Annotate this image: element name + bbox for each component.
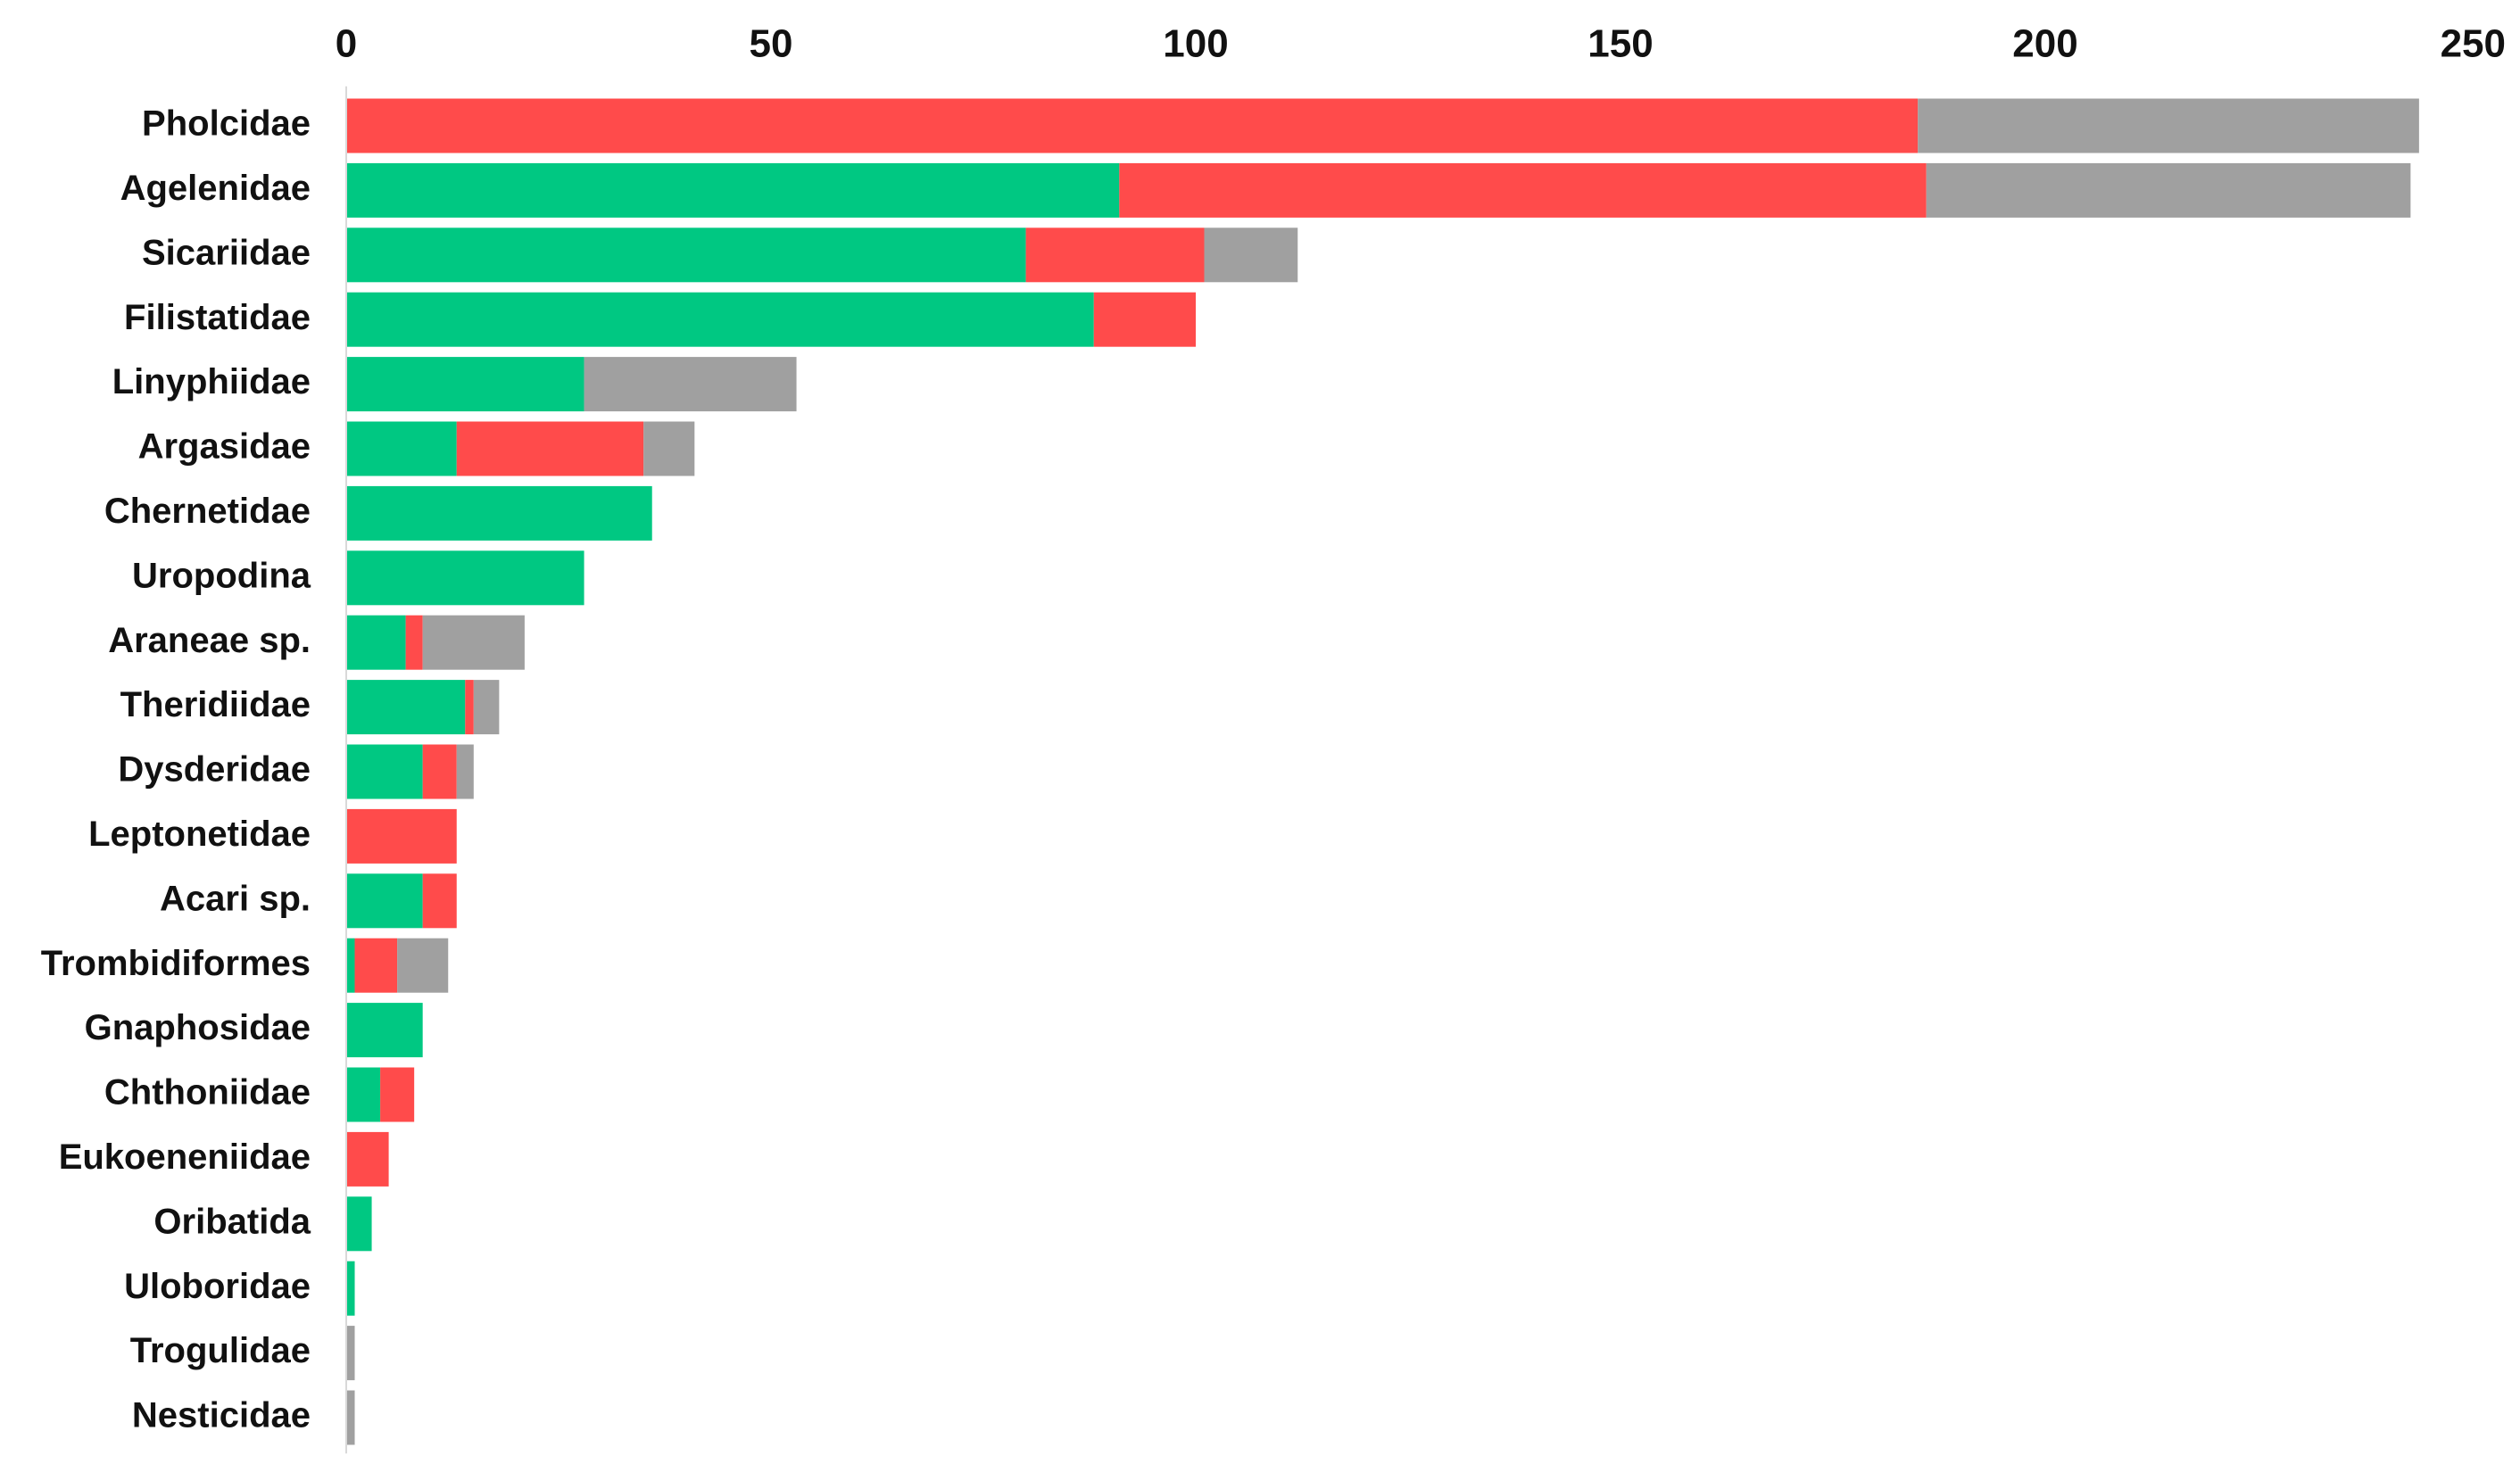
category-label: Nesticidae <box>132 1396 311 1435</box>
category-label: Agelenidae <box>120 169 311 208</box>
category-labels: Pholcidae Agelenidae Sicariidae Filistatida… <box>41 104 311 1435</box>
bar-segment <box>346 1261 355 1316</box>
bar-segment <box>346 680 466 735</box>
category-label: Leptonetidae <box>88 815 311 854</box>
bar-segment <box>346 744 423 799</box>
x-axis-ticks: 0 50 100 150 200 250 <box>336 22 2506 66</box>
bar-segment <box>346 1003 423 1058</box>
bar-segment <box>643 421 695 476</box>
bar-segment <box>346 292 1094 347</box>
bar-segment <box>1025 227 1205 283</box>
category-label: Araneae sp. <box>108 621 311 660</box>
x-tick-label: 0 <box>336 22 357 66</box>
bar-segment <box>473 680 500 735</box>
category-label: Chernetidae <box>104 492 311 531</box>
bar-segment <box>346 1131 389 1187</box>
bar-segment <box>346 808 457 864</box>
bar-segment <box>422 744 457 799</box>
bar-segment <box>346 485 652 541</box>
category-label: Linyphiidae <box>112 362 311 401</box>
category-label: Trogulidae <box>130 1331 311 1370</box>
bar-segment <box>1204 227 1298 283</box>
bar-segment <box>346 1390 355 1445</box>
category-label: Argasidae <box>138 427 311 467</box>
bar-segment <box>354 938 398 993</box>
category-label: Gnaphosidae <box>85 1008 311 1047</box>
bar-segment <box>346 615 406 670</box>
bar-segment <box>346 162 1120 218</box>
bar-segment <box>346 227 1026 283</box>
bar-segment <box>346 550 584 606</box>
bar-segment <box>456 421 644 476</box>
x-tick-label: 200 <box>2012 22 2077 66</box>
bar-segment <box>422 615 525 670</box>
bar-segment <box>397 938 449 993</box>
category-label: Chthoniidae <box>104 1073 311 1112</box>
bar-segment <box>346 421 457 476</box>
bar-segment <box>1926 162 2411 218</box>
bars <box>346 98 2419 1445</box>
bar-segment <box>584 357 797 412</box>
bar-segment <box>346 873 423 929</box>
x-tick-label: 100 <box>1163 22 1228 66</box>
category-label: Oribatida <box>153 1202 311 1241</box>
x-tick-label: 150 <box>1587 22 1653 66</box>
bar-segment <box>346 938 355 993</box>
bar-segment <box>380 1067 415 1122</box>
bar-segment <box>346 98 1919 153</box>
bar-segment <box>1093 292 1196 347</box>
category-label: Eukoeneniidae <box>59 1137 311 1177</box>
bar-segment <box>346 1196 372 1252</box>
bar-segment <box>346 1326 355 1381</box>
category-label: Sicariidae <box>142 233 311 272</box>
category-label: Uropodina <box>132 556 311 595</box>
x-tick-label: 250 <box>2441 22 2506 66</box>
category-label: Trombidiformes <box>41 944 311 983</box>
bar-segment <box>346 1067 381 1122</box>
category-label: Filistatidae <box>124 298 311 337</box>
bar-segment <box>456 744 474 799</box>
bar-segment <box>1918 98 2419 153</box>
bar-segment <box>465 680 474 735</box>
category-label: Acari sp. <box>160 879 311 918</box>
category-label: Uloboridae <box>124 1267 311 1306</box>
bar-segment <box>405 615 423 670</box>
category-label: Dysderidae <box>118 750 311 790</box>
category-label: Theridiidae <box>120 685 311 724</box>
bar-segment <box>422 873 457 929</box>
category-label: Pholcidae <box>142 104 311 144</box>
bar-segment <box>346 357 584 412</box>
bar-segment <box>1119 162 1927 218</box>
x-tick-label: 50 <box>750 22 793 66</box>
